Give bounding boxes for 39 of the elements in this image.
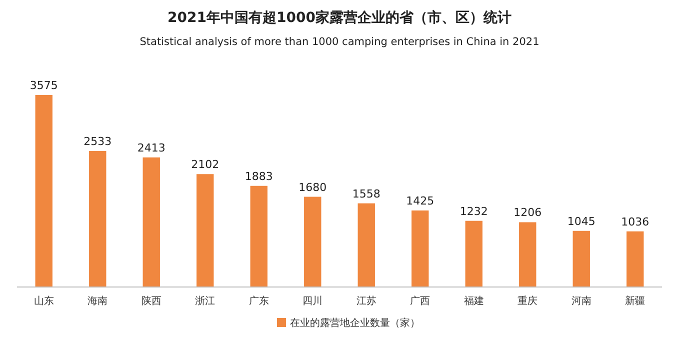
x-tick-label: 江苏 — [356, 295, 376, 308]
data-label: 2413 — [137, 141, 166, 154]
bar — [572, 230, 590, 287]
data-label: 1558 — [352, 187, 380, 200]
bar — [89, 150, 106, 287]
bar — [196, 174, 214, 287]
x-tick-label: 河南 — [571, 295, 592, 308]
x-tick-label: 陕西 — [141, 295, 162, 308]
bar — [35, 95, 52, 287]
bar — [465, 220, 482, 287]
chart-subtitle: Statistical analysis of more than 1000 camping enterprises in China in 2021 — [140, 36, 540, 48]
data-label: 3575 — [30, 79, 58, 92]
bar — [358, 203, 375, 287]
data-label: 1206 — [514, 206, 542, 220]
bar — [304, 196, 322, 287]
x-tick-label: 山东 — [34, 295, 54, 308]
x-tick-label: 广西 — [410, 295, 430, 308]
data-label: 2102 — [191, 158, 220, 172]
x-tick-label: 广东 — [248, 295, 269, 308]
x-tick-label: 福建 — [464, 295, 484, 308]
chart-title: 2021年中国有超1000家露营企业的省（市、区）统计 — [168, 9, 512, 26]
bar — [412, 210, 429, 287]
bar — [519, 222, 536, 287]
x-tick-label: 浙江 — [195, 295, 216, 308]
x-tick-label: 重庆 — [518, 295, 538, 308]
data-label: 1883 — [244, 170, 273, 183]
data-label: 1680 — [298, 180, 327, 194]
data-label: 1036 — [621, 215, 650, 228]
bar — [142, 157, 160, 287]
bar — [250, 186, 268, 287]
legend-label: 在业的露营地企业数量（家） — [290, 317, 420, 329]
x-tick-label: 海南 — [88, 295, 108, 308]
data-label: 1232 — [460, 204, 488, 218]
data-label: 2533 — [84, 134, 112, 148]
data-label: 1425 — [406, 194, 434, 208]
x-tick-label: 四川 — [302, 295, 323, 308]
data-label: 1045 — [567, 214, 596, 228]
x-tick-label: 新疆 — [625, 295, 646, 308]
bar — [626, 231, 644, 287]
